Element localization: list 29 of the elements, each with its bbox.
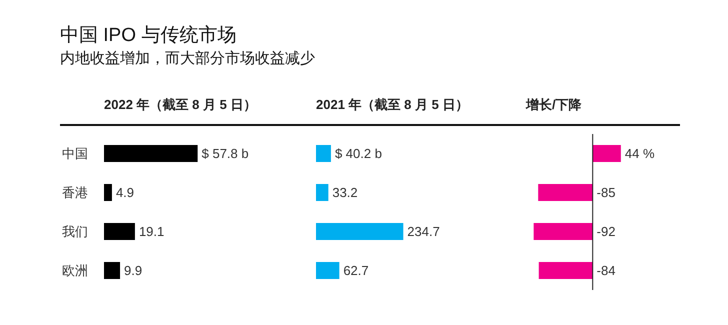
y-tick-label: 香港: [62, 185, 88, 200]
y-tick-label: 我们: [62, 224, 88, 240]
chart-title: 中国 IPO 与传统市场: [60, 24, 236, 48]
bar: [316, 145, 331, 162]
chart-subtitle: 内地收益增加，而大部分市场收益减少: [60, 49, 315, 68]
data-label: 19.1: [138, 224, 164, 240]
bar: [104, 145, 198, 162]
data-label: -92: [596, 224, 616, 240]
bar: [316, 262, 340, 279]
x-axis-title: 2022 年（截至 8 月 5 日）: [104, 96, 256, 114]
data-label: 62.7: [343, 263, 369, 278]
bar: [104, 223, 135, 240]
bar: [104, 262, 120, 279]
bar: [104, 184, 112, 201]
data-label: 9.9: [124, 263, 142, 278]
bar: [316, 184, 328, 201]
data-label: $ 57.8 b: [202, 146, 249, 162]
bar: [316, 223, 404, 240]
data-label: 4.9: [116, 185, 134, 200]
data-label: 33.2: [332, 185, 358, 200]
data-label: 44 %: [624, 146, 655, 162]
data-label: $ 40.2 b: [334, 146, 382, 162]
y-tick-label: 中国: [62, 146, 88, 162]
x-axis-title: 增长/下降: [526, 96, 582, 114]
data-label: -85: [596, 185, 616, 200]
x-axis-title: 2021 年（截至 8 月 5 日）: [316, 96, 468, 114]
data-label: 234.7: [407, 224, 440, 240]
data-label: -84: [596, 263, 616, 278]
y-tick-label: 欧洲: [62, 263, 88, 278]
